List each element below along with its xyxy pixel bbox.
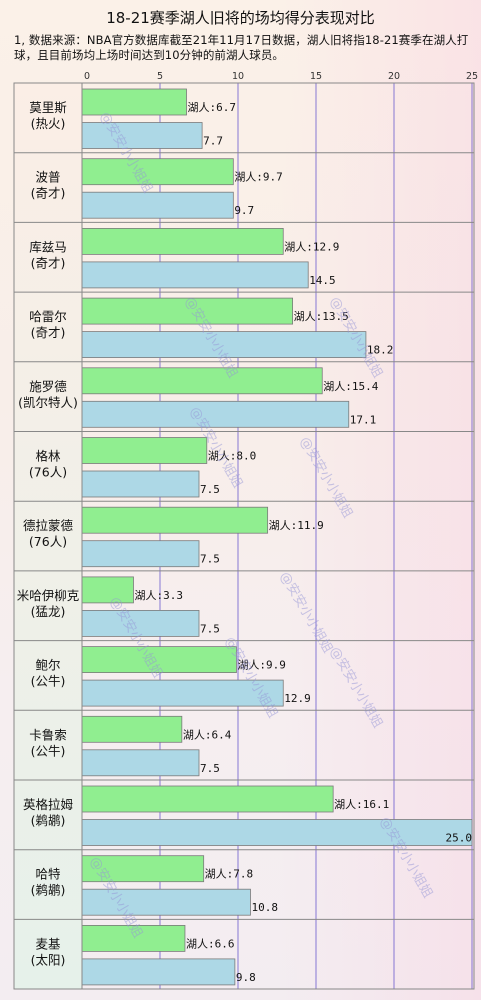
current-ppg-label: 25.0 bbox=[446, 832, 473, 845]
lakers-ppg-bar bbox=[81, 576, 134, 604]
current-ppg-bar bbox=[81, 610, 200, 637]
lakers-ppg-label: 湖人:6.4 bbox=[183, 728, 232, 741]
current-ppg-bar bbox=[81, 540, 200, 568]
lakers-ppg-label: 湖人:9.7 bbox=[234, 171, 283, 184]
lakers-ppg-label: 湖人:11.9 bbox=[269, 519, 324, 532]
lakers-ppg-label: 湖人:8.0 bbox=[208, 450, 256, 463]
current-ppg-bar bbox=[81, 679, 284, 707]
lakers-ppg-bar bbox=[81, 88, 187, 116]
lakers-ppg-label: 湖人:15.4 bbox=[323, 380, 378, 393]
x-tick-label: 25 bbox=[466, 71, 478, 82]
category-team: (鹈鹕) bbox=[31, 813, 66, 828]
current-ppg-label: 9.7 bbox=[234, 204, 254, 217]
current-ppg-bar bbox=[81, 331, 367, 359]
current-ppg-label: 14.5 bbox=[309, 274, 336, 287]
x-tick-label: 0 bbox=[84, 71, 90, 82]
lakers-ppg-bar bbox=[81, 855, 205, 883]
lakers-ppg-bar bbox=[81, 785, 334, 813]
current-ppg-label: 7.5 bbox=[200, 622, 220, 635]
category-team: (奇才) bbox=[31, 325, 66, 340]
x-tick-label: 20 bbox=[388, 71, 400, 82]
lakers-ppg-label: 湖人:6.7 bbox=[188, 101, 237, 114]
current-ppg-bar bbox=[81, 958, 236, 986]
lakers-ppg-label: 湖人:7.8 bbox=[205, 868, 254, 881]
category-team: (公牛) bbox=[31, 743, 66, 758]
lakers-ppg-label: 湖人:6.6 bbox=[186, 937, 235, 950]
category-name: 波普 bbox=[35, 170, 60, 185]
category-team: (76人) bbox=[29, 465, 67, 480]
category-name: 米哈伊柳克 bbox=[17, 588, 80, 603]
category-name: 莫里斯 bbox=[29, 100, 67, 115]
watermark-text: @安安小小姐姐 bbox=[222, 635, 280, 721]
chart-title: 18-21赛季湖人旧将的场均得分表现对比 bbox=[106, 9, 375, 27]
watermark-text: @安安小小姐姐 bbox=[277, 570, 335, 656]
category-team: (太阳) bbox=[31, 952, 66, 967]
category-name: 库兹马 bbox=[29, 239, 67, 254]
category-name: 哈特 bbox=[35, 867, 60, 882]
category-team: (凯尔特人) bbox=[18, 395, 78, 410]
category-team: (奇才) bbox=[31, 186, 66, 201]
lakers-ppg-label: 湖人:12.9 bbox=[284, 240, 339, 253]
current-ppg-bar bbox=[81, 122, 203, 149]
current-ppg-label: 12.9 bbox=[284, 692, 311, 705]
current-ppg-bar bbox=[81, 888, 251, 916]
category-column-bg bbox=[14, 83, 82, 989]
x-tick-label: 15 bbox=[310, 71, 322, 82]
category-name: 德拉蒙德 bbox=[23, 518, 74, 533]
category-name: 施罗德 bbox=[29, 379, 67, 394]
current-ppg-bar bbox=[81, 749, 200, 777]
category-name: 格林 bbox=[35, 449, 61, 464]
current-ppg-label: 17.1 bbox=[350, 413, 377, 426]
lakers-ppg-bar bbox=[81, 297, 294, 325]
lakers-ppg-bar bbox=[81, 437, 208, 464]
current-ppg-bar bbox=[81, 470, 200, 498]
category-team: (猛龙) bbox=[31, 604, 66, 619]
current-ppg-label: 10.8 bbox=[251, 901, 277, 914]
current-ppg-bar bbox=[81, 400, 350, 428]
current-ppg-label: 18.2 bbox=[367, 344, 394, 357]
lakers-ppg-bar bbox=[81, 367, 323, 395]
category-name: 英格拉姆 bbox=[23, 797, 74, 812]
lakers-ppg-bar bbox=[81, 715, 183, 743]
category-name: 卡鲁索 bbox=[29, 727, 67, 742]
lakers-ppg-label: 湖人:16.1 bbox=[334, 798, 389, 811]
watermark-text: @安安小小姐姐 bbox=[297, 435, 355, 521]
current-ppg-bar bbox=[81, 261, 309, 289]
current-ppg-label: 7.5 bbox=[200, 483, 220, 496]
lakers-ppg-bar bbox=[81, 227, 284, 255]
lakers-ppg-label: 湖人:13.5 bbox=[294, 310, 349, 323]
current-ppg-bar bbox=[81, 191, 234, 219]
lakers-ppg-label: 湖人:3.3 bbox=[134, 589, 183, 602]
category-team: (热火) bbox=[31, 116, 66, 131]
lakers-ppg-label: 湖人:9.9 bbox=[237, 659, 286, 672]
category-name: 麦基 bbox=[35, 936, 61, 951]
x-tick-label: 5 bbox=[157, 71, 163, 82]
plot-frame bbox=[13, 82, 475, 990]
current-ppg-bar bbox=[81, 819, 473, 846]
current-ppg-label: 7.7 bbox=[203, 135, 223, 148]
current-ppg-label: 7.5 bbox=[200, 553, 220, 566]
current-ppg-label: 9.8 bbox=[236, 971, 256, 984]
category-team: (奇才) bbox=[31, 255, 66, 270]
lakers-ppg-bar bbox=[81, 506, 269, 534]
category-team: (鹈鹕) bbox=[31, 883, 66, 898]
category-name: 哈雷尔 bbox=[29, 309, 67, 324]
watermark-text: @安安小小姐姐 bbox=[327, 645, 385, 731]
x-tick-label: 10 bbox=[232, 71, 244, 82]
current-ppg-label: 7.5 bbox=[200, 762, 220, 775]
category-team: (76人) bbox=[29, 534, 67, 549]
category-name: 鲍尔 bbox=[35, 658, 60, 673]
lakers-ppg-bar bbox=[81, 158, 234, 186]
category-team: (公牛) bbox=[31, 674, 66, 689]
data-source-note: 1, 数据来源：NBA官方数据库截至21年11月17日数据，湖人旧将指18-21… bbox=[14, 33, 469, 62]
